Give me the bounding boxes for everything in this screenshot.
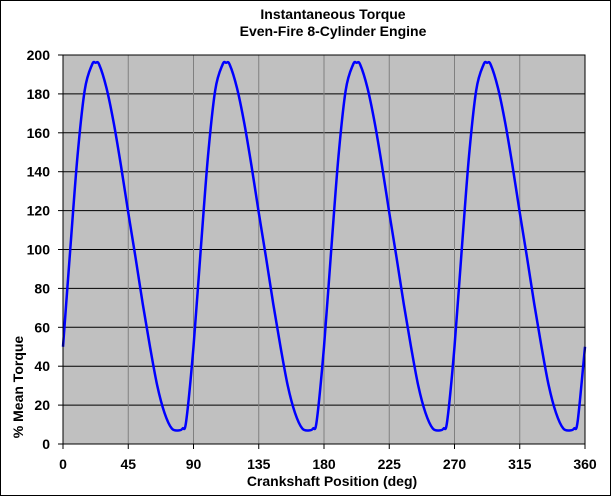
x-tick-label: 90	[186, 456, 202, 472]
y-tick-label: 20	[34, 397, 50, 413]
y-tick-label: 60	[34, 319, 50, 335]
x-tick-label: 225	[378, 456, 402, 472]
y-tick-label: 140	[27, 164, 51, 180]
y-tick-label: 160	[27, 125, 51, 141]
x-tick-label: 45	[120, 456, 136, 472]
x-tick-label: 315	[508, 456, 532, 472]
series-layer	[61, 60, 587, 432]
x-tick-label: 135	[247, 456, 271, 472]
series-line-torque	[61, 60, 587, 432]
x-axis-label: Crankshaft Position (deg)	[247, 473, 417, 489]
x-tick-label: 360	[573, 456, 597, 472]
y-axis-ticks: 0 20 40 60 80 100 120 140 160 180 200	[27, 47, 63, 452]
y-tick-label: 200	[27, 47, 51, 63]
chart-title: Instantaneous Torque	[260, 6, 405, 22]
x-tick-label: 0	[59, 456, 67, 472]
y-axis-label: % Mean Torque	[10, 336, 26, 439]
y-tick-label: 80	[34, 280, 50, 296]
y-tick-label: 100	[27, 242, 51, 258]
x-tick-label: 180	[312, 456, 336, 472]
y-tick-label: 0	[42, 436, 50, 452]
x-tick-label: 270	[443, 456, 467, 472]
y-tick-label: 120	[27, 203, 51, 219]
gridlines	[63, 55, 585, 444]
y-tick-label: 180	[27, 86, 51, 102]
chart-subtitle: Even-Fire 8-Cylinder Engine	[240, 23, 427, 39]
x-axis-ticks: 0 45 90 135 180 225 270 315 360	[59, 444, 597, 472]
y-tick-label: 40	[34, 358, 50, 374]
